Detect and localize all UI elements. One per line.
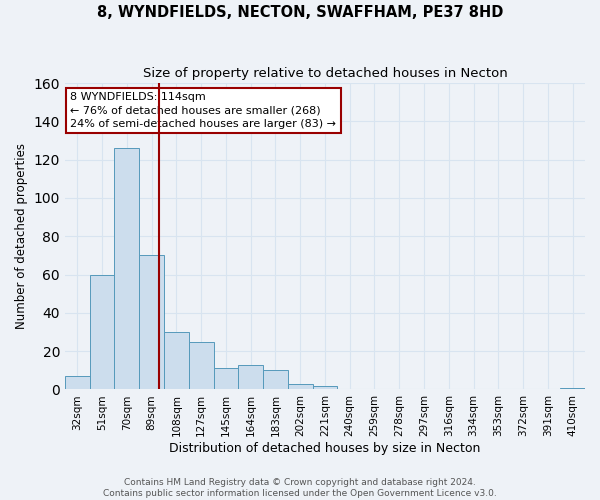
Bar [313, 386, 337, 390]
Bar [263, 370, 288, 390]
Bar [238, 364, 263, 390]
Bar [164, 332, 189, 390]
Text: 8, WYNDFIELDS, NECTON, SWAFFHAM, PE37 8HD: 8, WYNDFIELDS, NECTON, SWAFFHAM, PE37 8H… [97, 5, 503, 20]
X-axis label: Distribution of detached houses by size in Necton: Distribution of detached houses by size … [169, 442, 481, 455]
Y-axis label: Number of detached properties: Number of detached properties [15, 144, 28, 330]
Bar [288, 384, 313, 390]
Bar [65, 376, 89, 390]
Text: 8 WYNDFIELDS: 114sqm
← 76% of detached houses are smaller (268)
24% of semi-deta: 8 WYNDFIELDS: 114sqm ← 76% of detached h… [70, 92, 336, 128]
Bar [115, 148, 139, 390]
Bar [560, 388, 585, 390]
Bar [89, 274, 115, 390]
Bar [214, 368, 238, 390]
Bar [189, 342, 214, 390]
Title: Size of property relative to detached houses in Necton: Size of property relative to detached ho… [143, 68, 508, 80]
Text: Contains HM Land Registry data © Crown copyright and database right 2024.
Contai: Contains HM Land Registry data © Crown c… [103, 478, 497, 498]
Bar [139, 256, 164, 390]
